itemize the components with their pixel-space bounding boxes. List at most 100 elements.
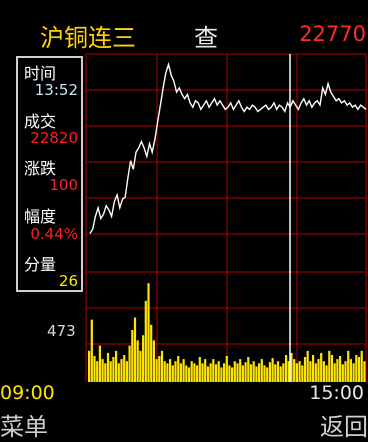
volume-bar	[244, 362, 247, 382]
time-value: 13:52	[34, 81, 78, 99]
volume-bar	[198, 357, 201, 382]
volume-bar	[190, 361, 193, 382]
volume-bar	[249, 364, 253, 382]
volume-bar	[101, 359, 104, 382]
volume-bar	[131, 330, 134, 382]
volume-bar	[128, 345, 131, 382]
deal-label: 成交	[24, 112, 57, 131]
volume-bar	[363, 361, 366, 382]
volume-bar	[336, 359, 339, 382]
volume-bar	[193, 363, 196, 382]
volume-bar	[96, 361, 99, 382]
volume-bar	[279, 366, 282, 382]
volume-bar	[109, 361, 112, 382]
volume-bar	[117, 363, 120, 382]
volume-bar	[125, 361, 128, 382]
volume-bar	[120, 359, 123, 382]
volume-bar	[352, 363, 355, 382]
volume-bar	[252, 361, 255, 382]
pct-value: 0.44%	[30, 225, 78, 243]
volume-bar	[220, 367, 223, 382]
volume-bar	[196, 365, 199, 382]
volume-bar	[142, 335, 145, 382]
volume-bar	[204, 359, 207, 382]
volume-bar	[357, 357, 361, 382]
volume-bar	[266, 367, 269, 382]
volume-bar	[163, 361, 166, 382]
volume-bar	[115, 350, 118, 382]
query-button[interactable]: 查	[194, 24, 218, 52]
time-axis-end: 15:00	[309, 382, 364, 404]
volume-bar	[301, 365, 304, 382]
volume-bars	[88, 283, 366, 382]
volume-bar	[260, 359, 263, 382]
volume-bar	[339, 356, 342, 382]
volume-bar	[223, 363, 226, 382]
volume-bar	[174, 361, 177, 382]
volume-bar	[93, 356, 96, 382]
volume-bar	[312, 355, 315, 382]
volume-bar	[255, 366, 258, 382]
volume-bar	[228, 365, 231, 382]
volume-bar	[185, 365, 188, 382]
volume-bar	[112, 357, 115, 382]
volume-bar	[328, 350, 331, 382]
volume-bar	[214, 364, 218, 382]
volume-bar	[158, 356, 161, 382]
chart-grid	[85, 53, 367, 382]
volume-bar	[106, 352, 110, 382]
volume-bar	[295, 363, 298, 382]
pct-label: 幅度	[24, 207, 57, 226]
volume-bar	[171, 365, 174, 382]
deal-value: 22820	[30, 129, 78, 147]
volume-bar	[330, 355, 334, 382]
volume-bar	[320, 352, 323, 382]
volume-bar	[236, 363, 239, 382]
volume-bar	[187, 367, 191, 382]
volume-bar	[212, 359, 215, 382]
volume-bar	[293, 359, 296, 382]
volume-bar	[155, 359, 158, 382]
volume-bar	[247, 357, 250, 382]
volume-bar	[258, 363, 261, 382]
instrument-title: 沪铜连三	[40, 24, 136, 52]
volume-bar	[136, 340, 139, 382]
volume-bar	[325, 365, 328, 382]
volume-bar	[217, 361, 220, 382]
volume-bar	[201, 363, 204, 382]
volume-bar	[347, 350, 350, 382]
info-panel: 时间 13:52 成交 22820 涨跌 100 幅度 0.44% 分量 26	[16, 56, 83, 292]
volume-bar	[209, 363, 212, 382]
volume-bar	[355, 355, 358, 382]
volume-bar	[179, 363, 182, 382]
volume-bar	[268, 362, 271, 382]
volume-bar	[152, 340, 155, 382]
volume-bar	[225, 356, 228, 382]
volume-bar	[88, 350, 91, 382]
volume-bar	[303, 357, 307, 382]
volume-bar	[182, 359, 185, 382]
volume-bar	[241, 365, 244, 382]
volume-bar	[104, 363, 107, 382]
volume-bar	[147, 283, 150, 382]
volume-bar	[285, 355, 288, 382]
volume-bar	[271, 358, 274, 382]
change-value: 100	[49, 176, 78, 194]
volume-bar	[90, 319, 93, 382]
volume-bar	[287, 361, 290, 382]
volume-bar	[123, 355, 126, 382]
volume-bar	[298, 361, 301, 382]
volume-bar	[231, 367, 234, 382]
price-line	[89, 61, 367, 234]
volume-label: 分量	[24, 255, 57, 274]
volume-bar	[166, 363, 169, 382]
volume-bar	[317, 359, 320, 382]
volume-bar	[206, 366, 209, 382]
volume-value: 26	[58, 272, 78, 290]
volume-bar	[233, 361, 236, 382]
menu-softkey[interactable]: 菜单	[0, 413, 48, 441]
volume-bar	[139, 350, 142, 382]
back-softkey[interactable]: 返回	[320, 413, 368, 441]
volume-bar	[341, 364, 344, 382]
volume-bar	[144, 300, 147, 382]
